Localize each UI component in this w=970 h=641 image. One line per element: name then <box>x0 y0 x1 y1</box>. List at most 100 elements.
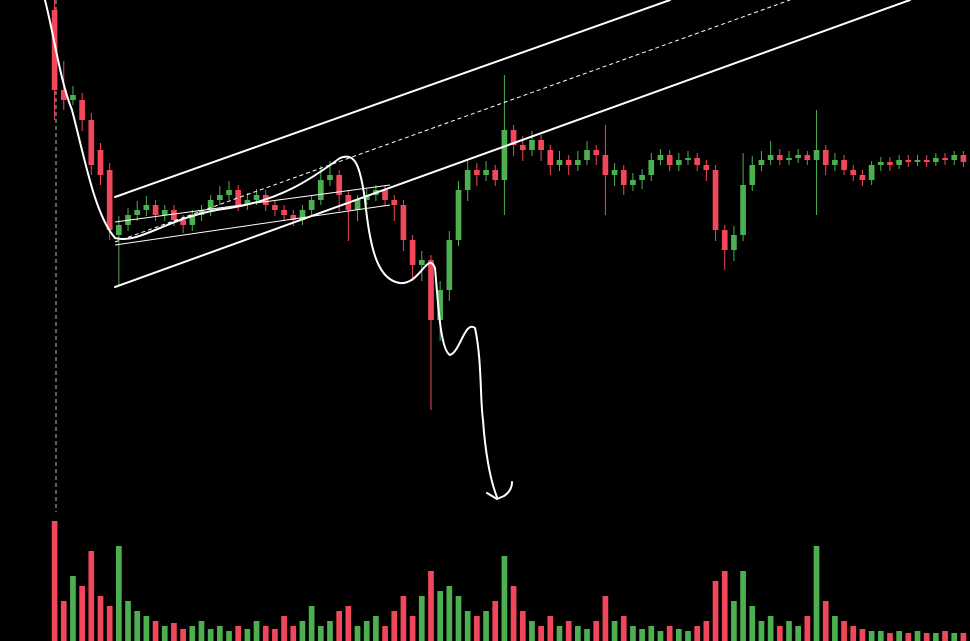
candle-body <box>97 150 104 175</box>
candle-body <box>813 150 820 160</box>
volume-bar <box>942 631 948 641</box>
candle-body <box>519 145 526 150</box>
volume-bar <box>767 616 774 641</box>
volume-bar <box>923 633 930 641</box>
volume-bar <box>813 546 820 641</box>
volume-bar <box>905 633 912 641</box>
candle-body <box>694 158 701 165</box>
volume-bar <box>868 631 875 641</box>
volume-bar <box>464 611 471 641</box>
volume-bar <box>336 611 343 641</box>
candle-body <box>731 235 737 250</box>
volume-bar <box>391 611 398 641</box>
volume-bar <box>437 591 443 641</box>
volume-bar <box>152 621 159 641</box>
candle-body <box>226 190 232 195</box>
candle-body <box>914 160 921 162</box>
volume-bar <box>712 581 719 641</box>
volume-bar <box>51 521 58 641</box>
candle-body <box>960 155 967 162</box>
volume-bar <box>933 633 939 641</box>
volume-bar <box>382 626 388 641</box>
channel-mid <box>114 0 791 243</box>
volume-bar <box>143 616 150 641</box>
candle-body <box>363 195 370 200</box>
volume-bar <box>79 586 85 641</box>
volume-bar <box>492 601 499 641</box>
volume-bar <box>446 586 453 641</box>
candle-body <box>143 205 150 210</box>
candle-body <box>207 200 214 210</box>
volume-bar <box>721 571 728 641</box>
volume-bar <box>694 626 701 641</box>
candle-body <box>804 155 811 160</box>
candle-body <box>317 180 324 200</box>
volume-bar <box>308 606 315 641</box>
candle-body <box>455 190 462 240</box>
volume-bar <box>253 621 260 641</box>
volume-bar <box>226 631 232 641</box>
channel-lower <box>114 0 911 288</box>
candle-body <box>60 90 67 100</box>
volume-bar <box>630 626 636 641</box>
volume-bar <box>611 621 618 641</box>
candle-body <box>712 170 719 230</box>
volume-bar <box>510 586 517 641</box>
candle-body <box>171 210 177 220</box>
volume-bar <box>409 616 416 641</box>
candle-body <box>584 150 590 160</box>
volume-bar <box>822 601 829 641</box>
candle-body <box>327 175 333 180</box>
volume-bar <box>776 626 783 641</box>
candle-body <box>391 200 398 205</box>
candle-body <box>483 170 489 175</box>
projection-arrow <box>486 481 513 500</box>
candle-body <box>501 130 508 180</box>
volume-bar <box>501 556 508 641</box>
candle-body <box>336 175 343 195</box>
candle-body <box>923 160 930 162</box>
candle-body <box>767 155 774 160</box>
volume-bar <box>832 616 838 641</box>
candle-body <box>630 180 636 185</box>
volume-bar <box>180 629 186 641</box>
volume-bar <box>731 601 737 641</box>
candle-body <box>308 200 315 210</box>
candle-body <box>382 190 388 200</box>
candle-body <box>152 205 159 215</box>
candle-body <box>859 175 866 180</box>
volume-bar <box>795 626 802 641</box>
volume-bar <box>584 629 590 641</box>
volume-bar <box>235 626 242 641</box>
volume-bar <box>474 616 480 641</box>
candle-body <box>272 205 278 210</box>
volume-bar <box>620 616 627 641</box>
candle-body <box>786 158 792 160</box>
volume-bar <box>428 571 434 641</box>
candle-body <box>776 155 783 160</box>
candle-body <box>611 170 618 175</box>
volume-bar <box>841 621 847 641</box>
candle-body <box>354 200 361 210</box>
volume-bar <box>758 621 765 641</box>
volume-bar <box>125 601 131 641</box>
candle-body <box>529 140 535 150</box>
candle-body <box>593 150 600 155</box>
volume-bar <box>281 616 287 641</box>
volume-bar <box>455 596 462 641</box>
volume-bar <box>60 601 67 641</box>
candle-body <box>51 10 58 90</box>
candle-body <box>418 260 425 265</box>
volume-bar <box>345 606 352 641</box>
volume-bar <box>602 596 609 641</box>
volume-bar <box>657 631 664 641</box>
candle-body <box>575 160 581 165</box>
candle-body <box>675 160 682 165</box>
volume-bar <box>519 611 526 641</box>
candle-body <box>639 175 645 180</box>
volume-bar <box>317 626 324 641</box>
volume-bar <box>556 626 563 641</box>
volume-bar <box>538 626 544 641</box>
volume-bar <box>685 631 691 641</box>
